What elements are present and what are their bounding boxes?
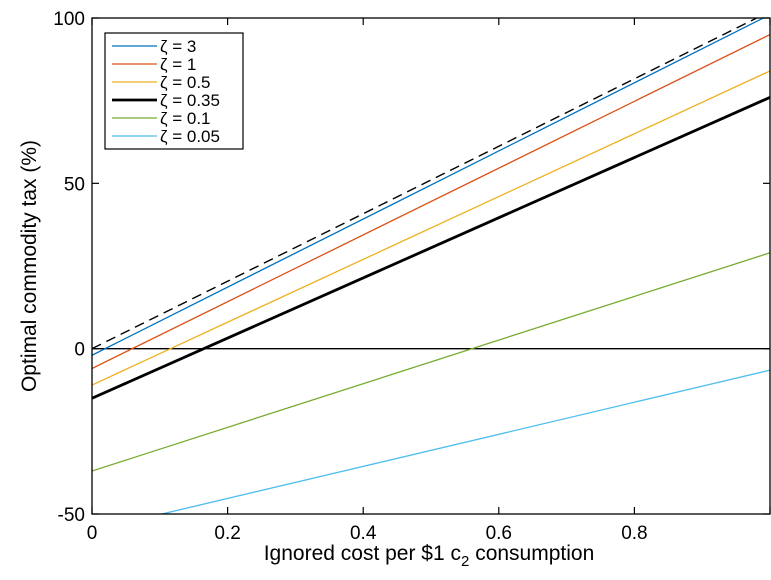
x-tick-label: 0.8	[621, 523, 647, 544]
legend-box	[104, 32, 244, 150]
legend-label-0: ζ = 3	[160, 37, 196, 56]
series-line-0	[92, 18, 765, 356]
y-axis-label: Optimal commodity tax (%)	[18, 140, 41, 392]
legend-label-1: ζ = 1	[160, 55, 196, 74]
series-line-5	[159, 369, 770, 514]
reference-line	[92, 18, 759, 350]
series-line-2	[92, 70, 770, 386]
series-line-1	[92, 33, 770, 370]
series-line-4	[92, 252, 770, 472]
y-tick-label: 100	[53, 9, 85, 30]
series-line-3	[92, 96, 770, 400]
y-tick-label: -50	[58, 505, 85, 526]
legend-label-3: ζ = 0.35	[160, 91, 220, 110]
legend-label-5: ζ = 0.05	[160, 127, 220, 146]
x-tick-label: 0	[87, 523, 98, 544]
y-tick-label: 50	[64, 174, 85, 195]
legend: ζ = 3ζ = 1ζ = 0.5ζ = 0.35ζ = 0.1ζ = 0.05	[104, 32, 244, 150]
series-lines	[92, 18, 770, 514]
x-tick-label: 0.4	[350, 523, 377, 544]
x-tick-label: 0.6	[486, 523, 512, 544]
plot-frame	[91, 17, 771, 515]
x-tick-label: 0.2	[214, 523, 240, 544]
y-tick-label: 0	[74, 340, 85, 361]
legend-label-4: ζ = 0.1	[160, 109, 211, 128]
legend-label-2: ζ = 0.5	[160, 73, 211, 92]
x-axis-label: Ignored cost per $1 c2 consumption	[264, 542, 595, 570]
